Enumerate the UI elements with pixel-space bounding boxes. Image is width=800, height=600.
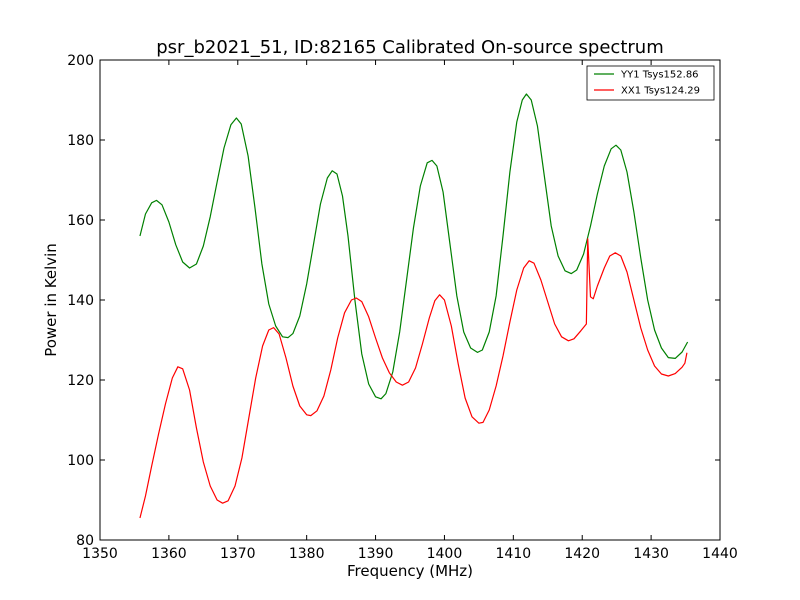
legend-box (586, 65, 715, 101)
legend-entry-yy1: YY1 Tsys152.86 (620, 70, 699, 81)
x-tick-label: 1400 (427, 546, 463, 562)
x-tick-label: 1370 (220, 546, 256, 562)
chart-title: psr_b2021_51, ID:82165 Calibrated On-sou… (156, 37, 663, 58)
x-tick-label: 1440 (702, 546, 738, 562)
x-tick-label: 1350 (82, 546, 118, 562)
x-tick-label: 1420 (564, 546, 600, 562)
plot-frame (99, 59, 721, 541)
legend: YY1 Tsys152.86 XX1 Tsys124.29 (586, 65, 715, 101)
y-axis-label: Power in Kelvin (42, 243, 60, 357)
y-tick-label: 160 (67, 213, 94, 229)
y-tick-label: 200 (67, 53, 94, 69)
y-tick-label: 120 (67, 373, 94, 389)
x-tick-label: 1360 (151, 546, 187, 562)
x-tick-label: 1410 (496, 546, 532, 562)
x-tick-label: 1430 (633, 546, 669, 562)
y-tick-label: 180 (67, 133, 94, 149)
series-line-1 (139, 238, 688, 519)
y-tick-label: 140 (67, 293, 94, 309)
x-tick-label: 1390 (358, 546, 394, 562)
x-axis-label: Frequency (MHz) (347, 562, 473, 580)
ticks-layer: 1350 1360 1370 1380 1390 1400 1410 1420 1430 1440… (67, 53, 738, 562)
y-tick-label: 80 (76, 533, 94, 549)
y-tick-label: 100 (67, 453, 94, 469)
legend-entry-xx1: XX1 Tsys124.29 (621, 86, 700, 97)
x-tick-label: 1380 (289, 546, 325, 562)
series-layer (139, 93, 689, 519)
series-line-0 (139, 93, 689, 400)
